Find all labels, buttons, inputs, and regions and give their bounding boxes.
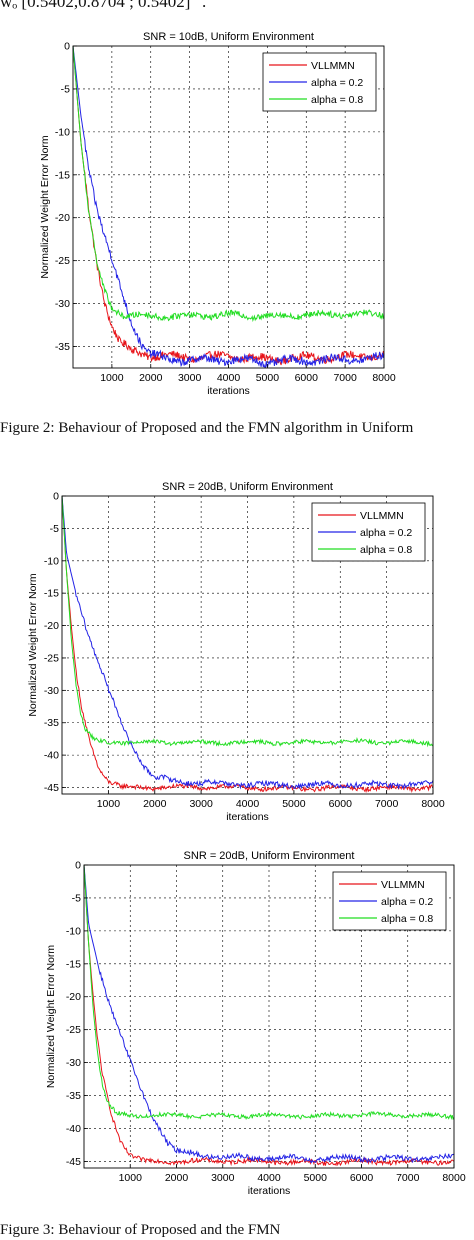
y-tick-label: -5 (72, 892, 81, 904)
series-line (61, 495, 434, 790)
series-line (83, 864, 455, 1164)
y-axis-label: Normalized Weight Error Norm (45, 945, 57, 1089)
chart-2: SNR = 20dB, Uniform Environment 1000 2000 3… (0, 478, 474, 835)
series-line (61, 495, 434, 794)
x-tick-label: 3000 (211, 1172, 235, 1184)
x-tick-label: 5000 (256, 372, 280, 384)
y-tick-label: 0 (75, 860, 81, 872)
y-axis-label: Normalized Weight Error Norm (39, 135, 51, 279)
y-tick-label: -35 (66, 1090, 81, 1102)
x-tick-label: 5000 (304, 1172, 328, 1184)
y-tick-label: -45 (44, 782, 59, 794)
x-tick-label: 8000 (421, 798, 445, 810)
legend-label: VLLMMN (311, 60, 355, 72)
legend-label: alpha = 0.2 (381, 896, 433, 908)
x-tick-label: 4000 (236, 798, 260, 810)
y-tick-label: 0 (53, 491, 59, 503)
y-tick-label: -30 (66, 1057, 81, 1069)
series-line (72, 45, 385, 366)
x-tick-label: 7000 (333, 372, 357, 384)
x-tick-label: 8000 (372, 372, 396, 384)
x-tick-label: 1000 (100, 372, 124, 384)
x-tick-label: 6000 (350, 1172, 374, 1184)
y-tick-label: -35 (44, 717, 59, 729)
x-tick-label: 1000 (97, 798, 121, 810)
y-tick-label: -20 (55, 212, 70, 224)
y-tick-label: -10 (66, 925, 81, 937)
y-tick-label: -5 (50, 523, 59, 535)
x-tick-label: 4000 (217, 372, 241, 384)
series-line (83, 864, 455, 1167)
y-tick-label: -30 (55, 298, 70, 310)
x-tick-label: 1000 (119, 1172, 143, 1184)
chart-title: SNR = 20dB, Uniform Environment (184, 850, 355, 862)
header-equation: wₒ [0.5402,0.8704 ; 0.5402] ' . (0, 0, 207, 11)
chart-3-svg: SNR = 20dB, Uniform Environment 1000 2000 3… (45, 850, 466, 1197)
chart-title: SNR = 20dB, Uniform Environment (162, 481, 333, 493)
y-tick-label: 0 (64, 41, 70, 53)
legend-label: VLLMMN (381, 879, 425, 891)
chart-1-svg: SNR = 10dB, Uniform Environment 1000 2000 3… (39, 31, 396, 397)
x-tick-label: 8000 (442, 1172, 466, 1184)
y-tick-label: -30 (44, 685, 59, 697)
x-axis-label: iterations (207, 385, 250, 397)
series-line (61, 495, 434, 748)
series-line (72, 45, 385, 323)
figure3-caption: Figure 3: Behaviour of Proposed and the … (0, 1222, 281, 1238)
x-tick-label: 2000 (165, 1172, 189, 1184)
y-tick-label: -10 (44, 555, 59, 567)
y-tick-label: -10 (55, 126, 70, 138)
y-tick-label: -15 (55, 169, 70, 181)
y-axis-label: Normalized Weight Error Norm (27, 573, 39, 717)
series-line (72, 45, 385, 368)
y-tick-label: -5 (61, 83, 70, 95)
x-tick-label: 2000 (143, 798, 167, 810)
x-tick-label: 7000 (375, 798, 399, 810)
x-axis-label: iterations (248, 1185, 291, 1197)
y-tick-label: -25 (55, 255, 70, 267)
y-tick-label: -35 (55, 341, 70, 353)
legend-label: VLLMMN (360, 510, 404, 522)
legend-label: alpha = 0.2 (360, 527, 412, 539)
x-tick-label: 6000 (329, 798, 353, 810)
x-tick-label: 3000 (178, 372, 202, 384)
x-tick-label: 7000 (396, 1172, 420, 1184)
chart-3: SNR = 20dB, Uniform Environment 1000 2000 3… (0, 838, 474, 1211)
legend-label: alpha = 0.2 (311, 77, 363, 89)
y-tick-label: -20 (66, 991, 81, 1003)
y-tick-label: -15 (44, 588, 59, 600)
chart-1: SNR = 10dB, Uniform Environment 1000 2000 3… (0, 18, 474, 413)
legend-label: alpha = 0.8 (381, 913, 433, 925)
y-tick-label: -40 (44, 750, 59, 762)
y-tick-label: -25 (44, 652, 59, 664)
chart-2-svg: SNR = 20dB, Uniform Environment 1000 2000 3… (27, 481, 445, 823)
y-tick-label: -20 (44, 620, 59, 632)
figure2-caption: Figure 2: Behaviour of Proposed and the … (0, 420, 414, 436)
y-tick-label: -15 (66, 958, 81, 970)
x-tick-label: 5000 (282, 798, 306, 810)
series-line (83, 864, 455, 1121)
y-tick-label: -40 (66, 1123, 81, 1135)
x-axis-label: iterations (226, 811, 269, 823)
y-tick-label: -45 (66, 1156, 81, 1168)
chart-title: SNR = 10dB, Uniform Environment (143, 31, 314, 43)
x-tick-label: 4000 (257, 1172, 281, 1184)
x-tick-label: 6000 (295, 372, 319, 384)
x-tick-label: 3000 (189, 798, 213, 810)
legend-label: alpha = 0.8 (360, 544, 412, 556)
x-tick-label: 2000 (139, 372, 163, 384)
legend-label: alpha = 0.8 (311, 94, 363, 106)
y-tick-label: -25 (66, 1024, 81, 1036)
